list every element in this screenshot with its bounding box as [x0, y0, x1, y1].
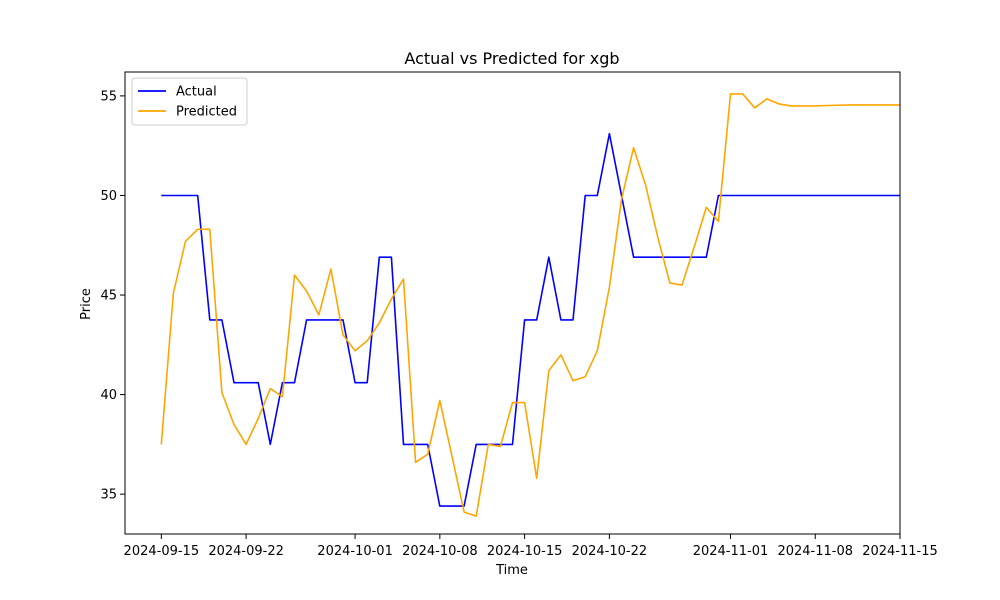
plot-area-frame [124, 71, 901, 535]
y-tick-label: 35 [100, 488, 117, 503]
chart-title: Actual vs Predicted for xgb [404, 49, 619, 68]
y-axis: 35 40 45 50 55 [100, 89, 125, 503]
legend: Actual Predicted [131, 77, 248, 126]
x-tick-label: 2024-10-22 [572, 544, 648, 559]
x-tick-label: 2024-11-08 [777, 544, 853, 559]
x-tick-label: 2024-11-15 [862, 544, 938, 559]
y-tick-label: 45 [100, 289, 117, 304]
x-tick-label: 2024-09-22 [208, 544, 284, 559]
y-axis-title: Price [79, 288, 94, 320]
x-tick-label: 2024-10-01 [317, 544, 393, 559]
series-line-actual [161, 132, 900, 507]
plot-lines [160, 93, 900, 517]
y-tick-label: 50 [100, 189, 117, 204]
x-tick-label: 2024-10-08 [402, 544, 478, 559]
legend-label-predicted: Predicted [176, 105, 237, 120]
x-tick-label: 2024-11-01 [693, 544, 769, 559]
y-tick-label: 40 [100, 388, 117, 403]
legend-label-actual: Actual [176, 85, 217, 100]
x-tick-label: 2024-09-15 [124, 544, 200, 559]
series-line-predicted [160, 93, 900, 517]
y-tick-label: 55 [100, 89, 117, 104]
x-axis-title: Time [495, 563, 528, 578]
x-tick-label: 2024-10-15 [487, 544, 563, 559]
legend-frame [131, 77, 248, 126]
x-axis: 2024-09-15 2024-09-22 2024-10-01 2024-10-08… [124, 534, 938, 559]
